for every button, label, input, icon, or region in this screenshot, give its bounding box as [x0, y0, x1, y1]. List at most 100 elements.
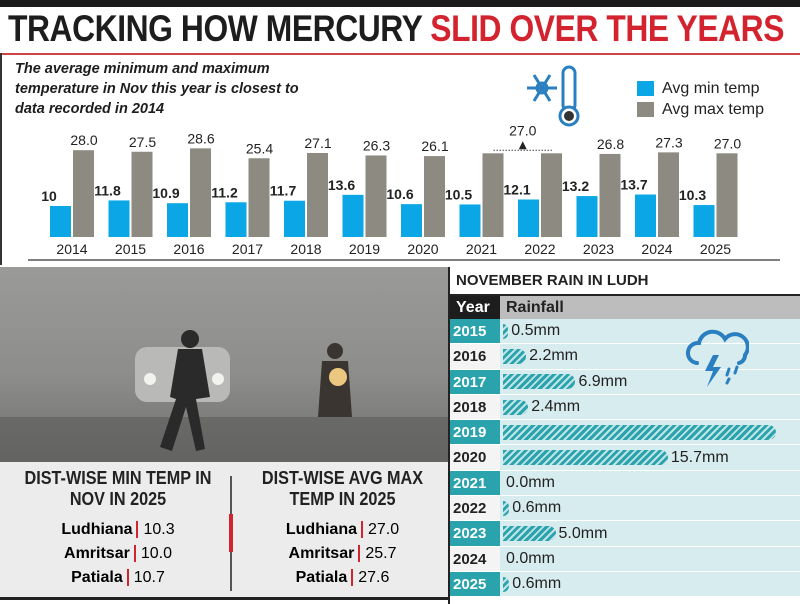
- district-row: Ludhiana 10.3: [8, 518, 228, 541]
- table-row: 2020 15.7mm: [450, 445, 800, 471]
- city: Amritsar: [288, 545, 355, 562]
- year-cell: 2019: [450, 420, 500, 445]
- bar-max-temp: [599, 153, 621, 237]
- divider: [0, 53, 2, 265]
- bar-min-temp: [635, 194, 656, 237]
- value: 27.0: [360, 521, 400, 538]
- bar-max-temp: [131, 151, 153, 237]
- temperature-chart: 2014 10 28.0 2015 11.8 27.5 2016 10.9 28.6 2017 11…: [28, 122, 780, 261]
- panel-title: DIST-WISE MIN TEMP IN NOV IN 2025: [24, 468, 212, 509]
- bar-max-temp: [307, 152, 328, 237]
- x-tick-label: 2016: [173, 241, 204, 257]
- data-label: 26.1: [421, 138, 448, 154]
- table-row: 2023 5.0mm: [450, 521, 800, 547]
- bar-min-temp: [576, 196, 598, 237]
- year-cell: 2015: [450, 319, 500, 344]
- title-part2: SLID OVER THE YEARS: [430, 8, 785, 49]
- table-row: 2016 2.2mm: [450, 344, 800, 370]
- data-label: 13.7: [620, 177, 647, 193]
- rainfall-cell: 2.4mm: [500, 394, 800, 420]
- bar-max-temp: [541, 153, 562, 237]
- data-label: 28.0: [70, 132, 97, 148]
- annotation-label: 27.0: [509, 122, 536, 138]
- rainfall-cell: 6.9mm: [500, 369, 800, 394]
- year-cell: 2018: [450, 394, 500, 420]
- bar-min-temp: [167, 203, 188, 237]
- year-cell: 2020: [450, 445, 500, 470]
- city: Patiala: [71, 569, 123, 586]
- data-label: 27.0: [714, 135, 741, 151]
- x-tick-label: 2021: [466, 241, 497, 257]
- year-cell: 2025: [450, 571, 500, 597]
- divider: [229, 476, 233, 591]
- year-cell: 2016: [450, 344, 500, 369]
- bar-min-temp: [342, 194, 364, 237]
- rainfall-cell: 0.6mm: [500, 571, 800, 597]
- x-tick-label: 2020: [407, 241, 438, 257]
- value: 25.7: [358, 545, 397, 562]
- bar-max-temp: [73, 150, 94, 237]
- rain-title: NOVEMBER RAIN IN LUDH: [456, 272, 649, 289]
- snowflake-thermometer-icon: [527, 65, 580, 127]
- year-cell: 2023: [450, 521, 500, 546]
- bar-min-temp: [518, 199, 539, 237]
- rainfall-cell: 15.7mm: [500, 445, 800, 470]
- rainfall-cell: 0.6mm: [500, 496, 800, 521]
- thermometer-icon: [558, 65, 580, 127]
- table-header: Year Rainfall: [450, 294, 800, 319]
- data-label: 28.6: [187, 130, 214, 146]
- x-tick-label: 2024: [641, 241, 672, 257]
- value: 10.3: [136, 521, 175, 538]
- x-tick-label: 2019: [349, 241, 380, 257]
- x-tick-label: 2014: [56, 241, 87, 257]
- panel-title: DIST-WISE AVG MAX TEMP IN 2025: [261, 468, 424, 509]
- rain-bar: [503, 450, 668, 466]
- rain-bar: [503, 348, 527, 364]
- bar-min-temp: [284, 200, 305, 237]
- x-tick-label: 2022: [524, 241, 555, 257]
- x-tick-label: 2023: [583, 241, 614, 257]
- rainfall-cell: 0.0mm: [500, 470, 800, 496]
- legend-label: Avg min temp: [662, 80, 760, 97]
- district-row: Amritsar 25.7: [240, 542, 445, 565]
- data-label: 26.3: [363, 137, 390, 153]
- storm-cloud-icon: [686, 329, 749, 387]
- rain-value: 5.0mm: [558, 524, 608, 542]
- value: 27.6: [351, 569, 390, 586]
- bar-min-temp: [108, 200, 130, 237]
- data-label: 13.6: [328, 177, 355, 193]
- data-label: 11.2: [211, 184, 238, 200]
- x-tick-label: 2025: [700, 241, 731, 257]
- legend-item-max: Avg max temp: [637, 99, 764, 120]
- data-label: 25.4: [246, 140, 273, 156]
- data-label: 10.9: [152, 185, 179, 201]
- bar-max-temp: [190, 148, 211, 237]
- year-cell: 2022: [450, 496, 500, 521]
- data-label: 27.3: [655, 134, 682, 150]
- district-row: Patiala 27.6: [240, 566, 445, 589]
- table-row: 2021 0.0mm: [450, 470, 800, 497]
- rain-bar: [503, 526, 556, 542]
- rain-value: 0.0mm: [506, 473, 555, 491]
- divider: [0, 53, 800, 55]
- bar-max-temp: [424, 156, 445, 237]
- bar-min-temp: [401, 204, 422, 237]
- rain-value: 2.4mm: [531, 398, 581, 416]
- rain-bar: [503, 576, 510, 592]
- x-tick-label: 2015: [115, 241, 146, 257]
- rainfall-cell: 2.2mm: [500, 344, 800, 369]
- rain-value: 2.2mm: [529, 347, 578, 365]
- snowflake-icon: [527, 74, 557, 102]
- city: Patiala: [295, 569, 348, 586]
- header-year: Year: [450, 296, 500, 319]
- legend-label: Avg max temp: [662, 101, 764, 118]
- x-tick-label: 2017: [232, 241, 263, 257]
- data-label: 27.5: [129, 134, 156, 150]
- rain-value: 6.9mm: [578, 372, 628, 390]
- bar-min-temp: [459, 204, 481, 237]
- rain-value: 0.6mm: [512, 575, 562, 593]
- table-row: 2015 0.5mm: [450, 319, 800, 345]
- rainfall-table: NOVEMBER RAIN IN LUDH Year Rainfall 2015…: [448, 267, 800, 604]
- rain-bar: [503, 424, 776, 440]
- rain-bar: [503, 399, 529, 415]
